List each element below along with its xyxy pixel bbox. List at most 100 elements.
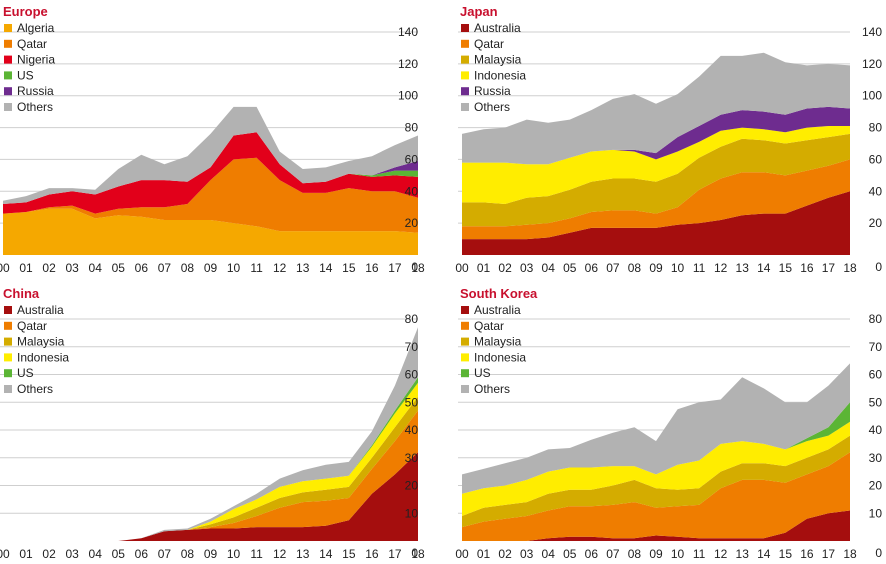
x-tick-label: 08 <box>628 547 642 561</box>
series-area-malaysia <box>462 435 850 528</box>
legend-label-others: Others <box>474 100 510 114</box>
y-tick-label: 0 <box>411 546 418 560</box>
x-tick-label: 16 <box>800 547 814 561</box>
x-tick-label: 08 <box>181 261 195 275</box>
chart-panel-japan: 0 20 40 60 80 100 120 140 00 01 02 03 04 05 06 07 08 09 10… <box>455 4 882 275</box>
x-tick-label: 15 <box>342 547 356 561</box>
x-tick-label: 03 <box>520 261 534 275</box>
y-tick-label: 30 <box>405 451 419 465</box>
legend-swatch-australia <box>461 24 469 32</box>
y-tick-label: 50 <box>405 395 419 409</box>
y-tick-label: 100 <box>398 89 418 103</box>
chart-panel-south-korea: 0 10 20 30 40 50 60 70 80 00 01 02 03 04 05 06 07 08 09 10 1… <box>455 286 882 561</box>
legend-label-indonesia: Indonesia <box>17 350 69 364</box>
legend-label-malaysia: Malaysia <box>474 335 522 349</box>
legend-swatch-others <box>4 103 12 111</box>
legend-label-others: Others <box>17 100 53 114</box>
legend-label-others: Others <box>17 382 53 396</box>
x-tick-label: 06 <box>135 261 149 275</box>
x-tick-label: 13 <box>736 261 750 275</box>
y-tick-label: 140 <box>862 25 882 39</box>
x-tick-label: 05 <box>112 547 126 561</box>
x-tick-label: 14 <box>757 547 771 561</box>
y-tick-label: 20 <box>869 479 883 493</box>
x-tick-label: 00 <box>0 261 10 275</box>
legend-label-qatar: Qatar <box>474 319 504 333</box>
x-tick-label: 05 <box>563 261 577 275</box>
x-tick-label: 05 <box>563 547 577 561</box>
y-tick-label: 40 <box>405 184 419 198</box>
legend-label-us: US <box>474 366 491 380</box>
x-tick-label: 09 <box>649 261 663 275</box>
x-tick-label: 08 <box>181 547 195 561</box>
legend-label-us: US <box>17 68 34 82</box>
x-tick-label: 09 <box>649 547 663 561</box>
y-tick-label: 10 <box>869 506 883 520</box>
x-tick-label: 07 <box>606 261 620 275</box>
x-tick-label: 02 <box>42 547 56 561</box>
series-area-indonesia <box>462 126 850 204</box>
x-tick-label: 04 <box>542 547 556 561</box>
legend-swatch-malaysia <box>4 337 12 346</box>
x-tick-label: 15 <box>342 261 356 275</box>
y-tick-label: 80 <box>405 312 419 326</box>
x-tick-label: 13 <box>736 547 750 561</box>
y-tick-label: 80 <box>869 312 883 326</box>
chart-title: South Korea <box>460 286 538 301</box>
legend-label-qatar: Qatar <box>474 37 504 51</box>
x-tick-label: 09 <box>204 547 218 561</box>
y-tick-label: 30 <box>869 451 883 465</box>
x-tick-label: 11 <box>250 547 263 561</box>
x-tick-label: 18 <box>411 261 425 275</box>
y-tick-label: 60 <box>869 368 883 382</box>
x-tick-label: 01 <box>477 547 491 561</box>
legend-swatch-indonesia <box>4 353 12 362</box>
chart-title: China <box>3 286 40 301</box>
y-tick-label: 20 <box>405 479 419 493</box>
y-tick-label: 0 <box>875 260 882 274</box>
series-area-australia <box>462 191 850 255</box>
series-area-others <box>462 363 850 494</box>
x-tick-label: 01 <box>19 547 33 561</box>
x-tick-label: 04 <box>542 261 556 275</box>
legend-swatch-others <box>4 385 12 393</box>
x-tick-label: 17 <box>388 547 402 561</box>
x-tick-label: 05 <box>112 261 126 275</box>
legend-swatch-us <box>4 71 12 80</box>
x-tick-label: 02 <box>498 547 512 561</box>
x-tick-label: 14 <box>757 261 771 275</box>
x-tick-label: 12 <box>714 261 728 275</box>
y-tick-label: 100 <box>862 89 882 103</box>
x-tick-label: 12 <box>714 547 728 561</box>
x-tick-label: 10 <box>671 261 685 275</box>
x-tick-label: 14 <box>319 261 333 275</box>
y-tick-label: 40 <box>869 423 883 437</box>
y-tick-label: 120 <box>862 57 882 71</box>
series-area-qatar <box>462 452 850 541</box>
x-tick-label: 06 <box>135 547 149 561</box>
x-tick-label: 16 <box>800 261 814 275</box>
legend-swatch-malaysia <box>461 337 469 346</box>
x-tick-label: 08 <box>628 261 642 275</box>
x-tick-label: 18 <box>411 547 425 561</box>
x-tick-label: 09 <box>204 261 218 275</box>
x-tick-label: 11 <box>693 261 706 275</box>
legend-swatch-algeria <box>4 24 12 32</box>
x-tick-label: 11 <box>250 261 263 275</box>
legend-label-nigeria: Nigeria <box>17 53 55 67</box>
x-tick-label: 12 <box>273 261 287 275</box>
legend-label-russia: Russia <box>474 84 511 98</box>
y-tick-label: 10 <box>405 506 419 520</box>
chart-panel-china: 0 10 20 30 40 50 60 70 80 00 01 02 03 04 05 06 07 08 09 10 1… <box>0 286 425 561</box>
x-tick-label: 00 <box>455 261 469 275</box>
series-area-algeria <box>3 208 418 255</box>
legend-label-us: US <box>17 366 34 380</box>
chart-panel-europe: 0 20 40 60 80 100 120 140 00 01 02 03 04 05 06 07 08 09 10… <box>0 4 425 275</box>
y-tick-label: 60 <box>405 368 419 382</box>
legend-swatch-nigeria <box>4 55 12 64</box>
legend-label-indonesia: Indonesia <box>474 68 526 82</box>
legend-swatch-australia <box>461 306 469 314</box>
